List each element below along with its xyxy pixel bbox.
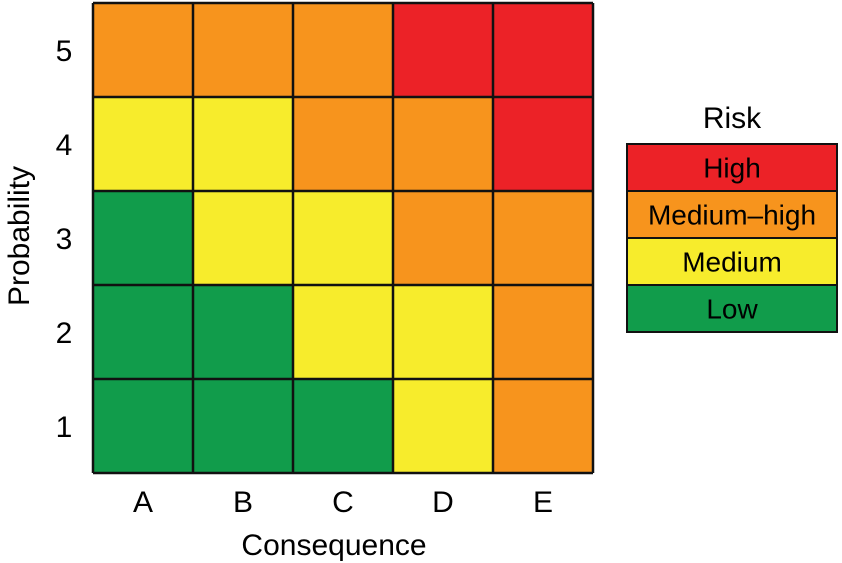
legend-swatch (626, 237, 838, 286)
matrix-cell-D4 (393, 97, 493, 191)
matrix-grid (91, 1, 595, 475)
matrix-cell-C1 (293, 379, 393, 473)
matrix-cell-D2 (393, 285, 493, 379)
legend-label: Medium (682, 247, 782, 278)
matrix-cell-B2 (193, 285, 293, 379)
y-tick-label: 4 (56, 129, 73, 162)
matrix-cells (93, 3, 593, 473)
matrix-cell-A5 (93, 3, 193, 97)
matrix-cell-E1 (493, 379, 593, 473)
matrix-cell-E2 (493, 285, 593, 379)
legend-item: Medium–high (626, 190, 838, 239)
legend-title: Risk (703, 102, 762, 135)
x-tick-label: B (233, 486, 253, 519)
x-tick-label: E (533, 486, 553, 519)
legend-swatch (626, 190, 838, 239)
x-tick-label: D (432, 486, 454, 519)
matrix-cell-A3 (93, 191, 193, 285)
legend-label: Low (706, 294, 758, 325)
legend-item: Medium (626, 237, 838, 286)
legend: High Medium–high Medium Low (626, 143, 838, 333)
matrix-cell-A1 (93, 379, 193, 473)
matrix-cell-C2 (293, 285, 393, 379)
matrix-cell-A4 (93, 97, 193, 191)
matrix-cell-C5 (293, 3, 393, 97)
matrix-cell-B1 (193, 379, 293, 473)
legend-label: Medium–high (648, 200, 816, 231)
x-axis-label: Consequence (241, 529, 426, 562)
matrix-cell-E3 (493, 191, 593, 285)
legend-label: High (703, 153, 761, 184)
axis-ticks: A B C D E 1 2 3 4 5 (56, 35, 553, 519)
y-tick-label: 3 (56, 223, 73, 256)
matrix-cell-E5 (493, 3, 593, 97)
matrix-cell-C4 (293, 97, 393, 191)
y-axis-label: Probability (3, 166, 36, 306)
matrix-cell-C3 (293, 191, 393, 285)
matrix-cell-D1 (393, 379, 493, 473)
matrix-cell-A2 (93, 285, 193, 379)
matrix-cell-D3 (393, 191, 493, 285)
legend-swatch (626, 284, 838, 333)
y-tick-label: 5 (56, 35, 73, 68)
legend-item: Low (626, 284, 838, 333)
matrix-cell-D5 (393, 3, 493, 97)
matrix-cell-B4 (193, 97, 293, 191)
legend-swatch (626, 143, 838, 192)
x-tick-label: A (133, 486, 153, 519)
legend-item: High (626, 143, 838, 192)
y-tick-label: 2 (56, 317, 73, 350)
x-tick-label: C (332, 486, 354, 519)
matrix-cell-B3 (193, 191, 293, 285)
matrix-cell-B5 (193, 3, 293, 97)
matrix-cell-E4 (493, 97, 593, 191)
y-tick-label: 1 (56, 411, 73, 444)
